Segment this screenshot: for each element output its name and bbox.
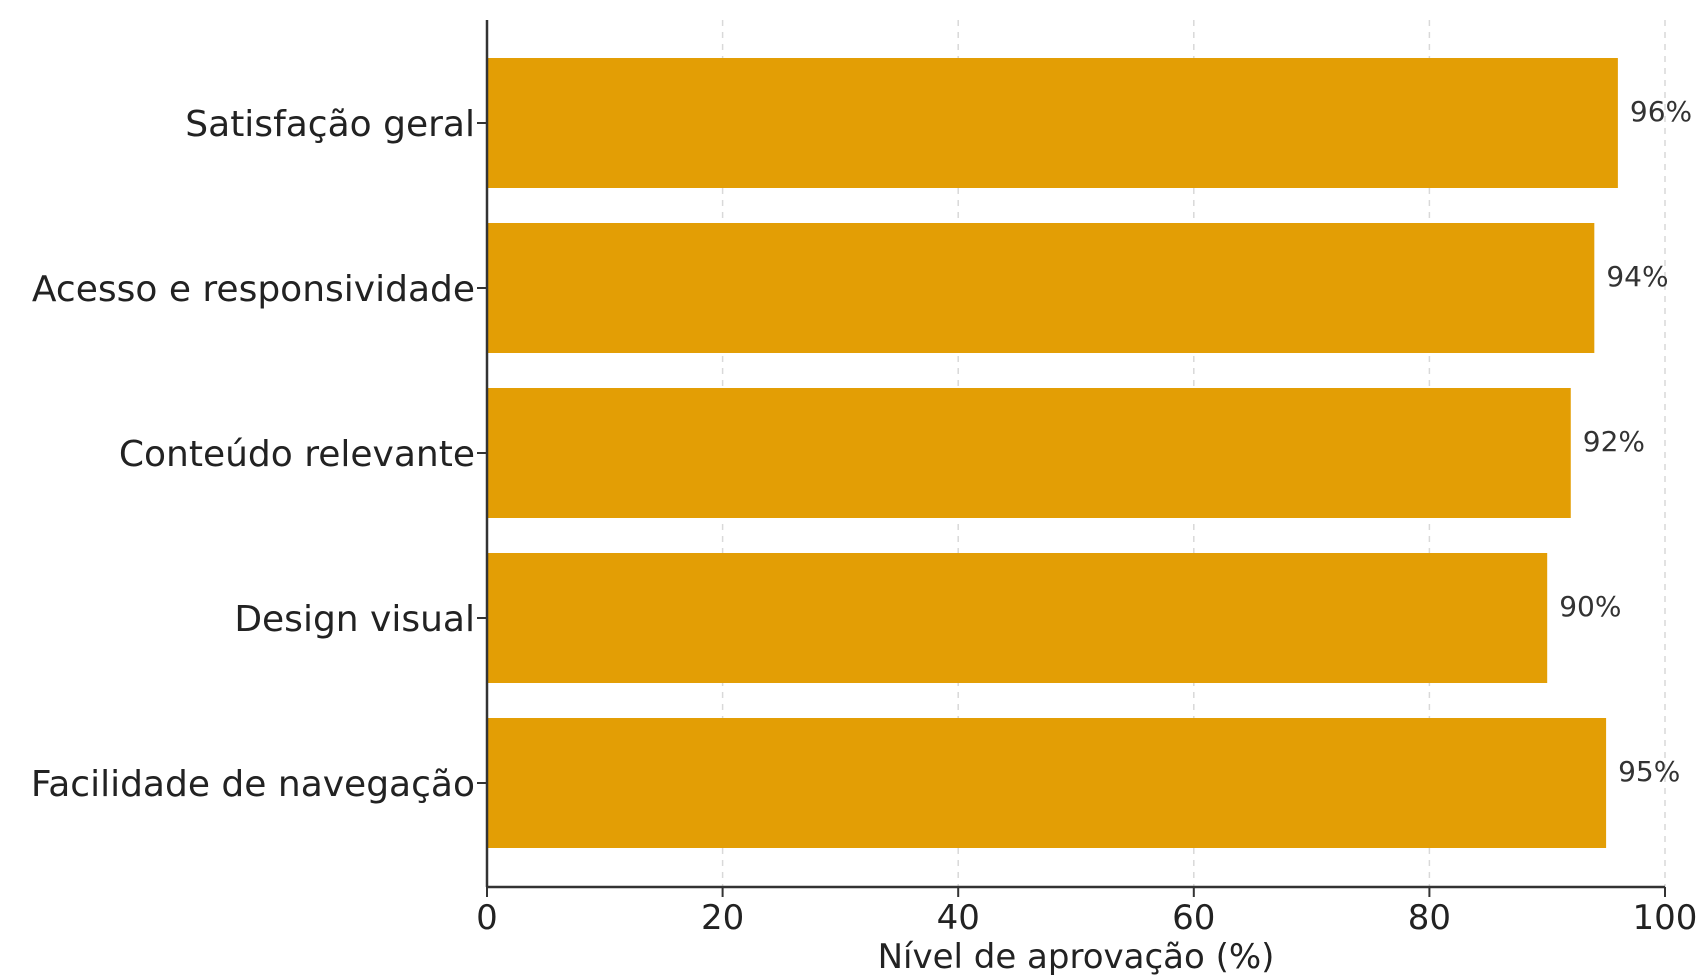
bar [487, 223, 1595, 353]
category-label: Design visual [234, 599, 475, 640]
value-label: 92% [1583, 425, 1645, 458]
x-tick-label: 40 [937, 898, 980, 938]
category-label: Acesso e responsividade [32, 269, 475, 310]
bar [487, 553, 1548, 683]
category-label: Satisfação geral [185, 104, 475, 145]
x-tick-labels: 0 20 40 60 80 100 [476, 887, 1697, 938]
value-label: 95% [1618, 755, 1680, 788]
x-tick-label: 0 [476, 898, 498, 938]
category-labels: Satisfação geral Acesso e responsividade C… [31, 104, 487, 805]
value-label: 94% [1606, 260, 1668, 293]
bar [487, 58, 1618, 188]
x-tick-label: 80 [1408, 898, 1451, 938]
x-axis-title: Nível de aprovação (%) [878, 937, 1275, 976]
category-label: Facilidade de navegação [31, 764, 475, 805]
value-labels: 96% 94% 92% 90% 95% [1559, 95, 1692, 788]
bar [487, 388, 1571, 518]
x-tick-label: 60 [1172, 898, 1215, 938]
bar [487, 718, 1607, 848]
x-tick-label: 100 [1633, 898, 1698, 938]
value-label: 96% [1630, 95, 1692, 128]
bars [487, 58, 1618, 848]
value-label: 90% [1559, 590, 1621, 623]
category-label: Conteúdo relevante [119, 434, 475, 475]
x-tick-label: 20 [701, 898, 744, 938]
